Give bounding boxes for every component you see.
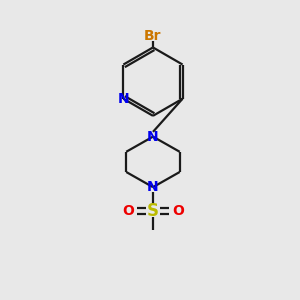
Text: N: N <box>118 92 129 106</box>
Text: O: O <box>122 204 134 218</box>
Text: Br: Br <box>144 29 162 43</box>
Text: S: S <box>147 202 159 220</box>
Text: N: N <box>147 130 159 144</box>
Text: N: N <box>147 180 159 194</box>
Text: O: O <box>172 204 184 218</box>
